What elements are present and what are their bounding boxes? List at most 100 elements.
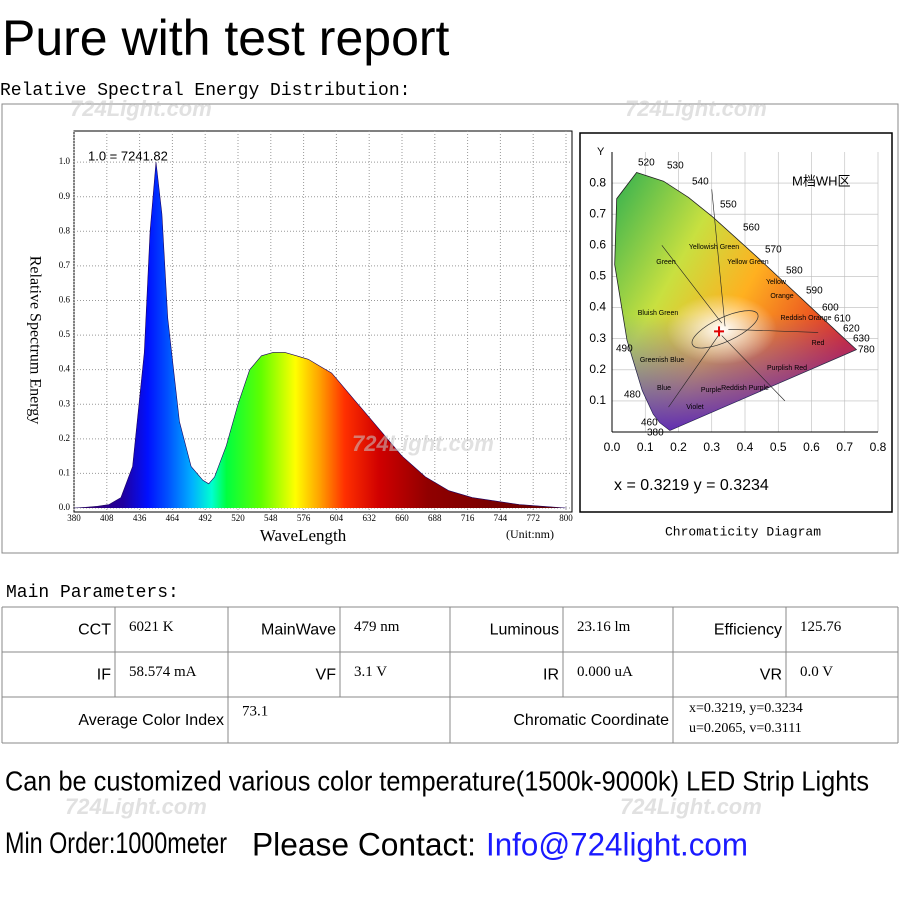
point-label: x = 0.3219 y = 0.3234 bbox=[614, 477, 769, 494]
x-tick-label: 0.6 bbox=[803, 440, 820, 454]
param-value: 3.1 V bbox=[354, 664, 387, 680]
parameters-heading: Main Parameters: bbox=[6, 583, 179, 603]
y-tick-label: 1.0 bbox=[59, 156, 71, 166]
spectrum-frame bbox=[73, 130, 573, 513]
unit-label: (Unit:nm) bbox=[506, 527, 554, 541]
email[interactable]: Info@724light.com bbox=[486, 826, 748, 862]
param-label: VR bbox=[760, 667, 782, 684]
wavelength-label: 380 bbox=[647, 428, 664, 439]
param-label: IR bbox=[543, 667, 559, 684]
wavelength-label: 590 bbox=[806, 286, 823, 297]
y-tick-label: 0.2 bbox=[589, 362, 606, 376]
watermark: 724Light.com bbox=[620, 794, 762, 819]
x-tick-label: 800 bbox=[559, 513, 573, 523]
wavelength-label: 460 bbox=[641, 418, 658, 429]
y-tick-label: 0.2 bbox=[59, 433, 70, 443]
wavelength-label: 520 bbox=[638, 158, 655, 169]
y-tick-label: 0.4 bbox=[589, 300, 606, 314]
planckian-zone bbox=[691, 310, 759, 349]
custom-note: Can be customized various color temperat… bbox=[5, 765, 869, 796]
white-region bbox=[666, 294, 777, 365]
chart-title: Chromaticity Diagram bbox=[665, 524, 821, 539]
x-tick-label: 0.0 bbox=[604, 440, 621, 454]
region-border bbox=[728, 329, 819, 333]
y-tick-label: 0.9 bbox=[59, 191, 71, 201]
region-label: Red bbox=[812, 340, 825, 347]
region-border bbox=[668, 335, 719, 408]
y-tick-label: 0.1 bbox=[589, 393, 606, 407]
param-value: 0.000 uA bbox=[577, 664, 633, 680]
y-tick-label: 0.5 bbox=[59, 329, 71, 339]
region-border bbox=[711, 189, 726, 327]
wavelength-label: 480 bbox=[624, 390, 641, 401]
point bbox=[714, 326, 725, 337]
wavelength-label: 780 bbox=[858, 345, 875, 356]
y-tick-label: 0.8 bbox=[59, 225, 71, 235]
x-tick-label: 492 bbox=[198, 513, 212, 523]
watermark: 724Light.com bbox=[70, 96, 212, 121]
x-tick-label: 0.3 bbox=[703, 440, 720, 454]
watermark: 724Light.com bbox=[352, 431, 494, 456]
watermark: 724Light.com bbox=[625, 96, 767, 121]
min-order: Min Order:1000meter bbox=[5, 827, 227, 860]
region-label: Blue bbox=[657, 385, 671, 392]
region-label: Violet bbox=[686, 404, 703, 411]
contact-label: Please Contact: bbox=[252, 826, 476, 862]
param-value: 125.76 bbox=[800, 619, 842, 635]
param-value: 23.16 lm bbox=[577, 619, 631, 635]
chroma-frame bbox=[579, 132, 893, 513]
wavelength-label: 580 bbox=[786, 266, 803, 277]
annotation: M档WH区 bbox=[792, 173, 851, 188]
x-tick-label: 0.8 bbox=[870, 440, 887, 454]
param-value: x=0.3219, y=0.3234 bbox=[689, 701, 803, 716]
chart-frame bbox=[1, 103, 899, 554]
x-tick-label: 576 bbox=[297, 513, 311, 523]
region-label: Yellowish Green bbox=[689, 244, 739, 251]
wavelength-label: 620 bbox=[843, 324, 860, 335]
region-border bbox=[721, 335, 786, 402]
y-tick-label: 0.3 bbox=[59, 398, 71, 408]
x-tick-label: 0.2 bbox=[670, 440, 687, 454]
y-axis-label: Y bbox=[597, 146, 605, 158]
parameters-table: CCT 6021 K MainWave 479 nm Luminous 23.16 lm E… bbox=[1, 606, 899, 744]
y-tick-label: 0.7 bbox=[589, 206, 606, 220]
watermark: 724Light.com bbox=[65, 794, 207, 819]
param-label: Chromatic Coordinate bbox=[513, 712, 669, 729]
param-label: VF bbox=[316, 667, 337, 684]
param-label: CCT bbox=[78, 622, 111, 639]
region-label: Green bbox=[656, 259, 676, 266]
watermarks: 724Light.com 724Light.com 724Light.com 724L… bbox=[65, 96, 767, 819]
x-tick-label: 408 bbox=[100, 513, 114, 523]
param-value: 0.0 V bbox=[800, 664, 833, 680]
region-label: Greenish Blue bbox=[640, 357, 684, 364]
y-tick-label: 0.6 bbox=[589, 238, 606, 252]
wavelength-label: 530 bbox=[667, 161, 684, 172]
wavelength-label: 630 bbox=[853, 334, 870, 345]
param-label: MainWave bbox=[261, 622, 336, 639]
wavelength-label: 540 bbox=[692, 177, 709, 188]
spectrum-area bbox=[73, 162, 567, 509]
region-border bbox=[661, 245, 722, 324]
x-tick-label: 0.5 bbox=[770, 440, 787, 454]
wavelength-label: 560 bbox=[743, 223, 760, 234]
x-tick-label: 380 bbox=[67, 513, 81, 523]
x-tick-label: 772 bbox=[526, 513, 540, 523]
y-tick-label: 0.6 bbox=[59, 295, 71, 305]
param-value: 58.574 mA bbox=[129, 664, 197, 680]
region-label: Orange bbox=[770, 293, 793, 300]
chromaticity-chart: 0.0 0.1 0.2 0.3 0.4 0.5 0.6 0.7 0.8 0.1 0.2 0.3 0.4 0… bbox=[589, 146, 886, 540]
y-tick-label: 0.5 bbox=[589, 269, 606, 283]
wavelength-label: 490 bbox=[616, 344, 633, 355]
region-label: Purple bbox=[701, 387, 721, 394]
x-tick-label: 604 bbox=[330, 513, 344, 523]
y-tick-label: 0.8 bbox=[589, 175, 606, 189]
x-tick-label: 436 bbox=[133, 513, 147, 523]
x-tick-label: 520 bbox=[231, 513, 245, 523]
x-tick-label: 0.4 bbox=[737, 440, 754, 454]
region-label: Purplish Red bbox=[767, 365, 807, 372]
x-tick-label: 632 bbox=[362, 513, 376, 523]
region-label: Reddish Purple bbox=[721, 385, 769, 392]
wavelength-label: 610 bbox=[834, 314, 851, 325]
spectrum-heading: Relative Spectral Energy Distribution: bbox=[0, 81, 410, 101]
